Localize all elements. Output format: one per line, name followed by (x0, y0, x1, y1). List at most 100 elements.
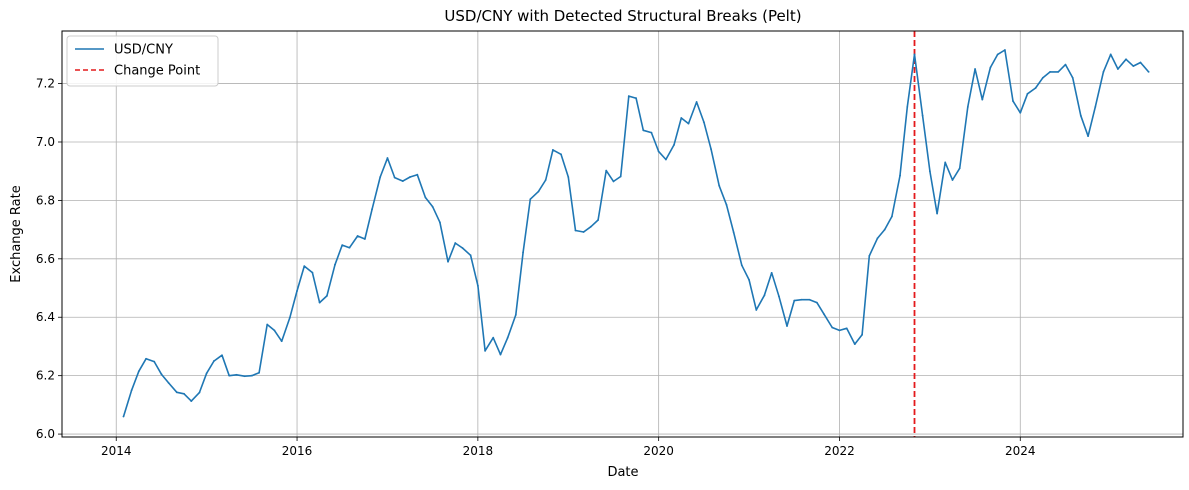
y-tick-label: 6.4 (36, 310, 55, 324)
series-point (258, 371, 260, 374)
usd-cny-series-line (122, 49, 1150, 417)
series-point (605, 169, 608, 172)
series-point (431, 205, 434, 208)
series-point (454, 242, 457, 244)
series-point (936, 212, 939, 215)
x-tick-label: 2020 (643, 444, 674, 458)
series-point (619, 175, 622, 178)
series-point (1019, 111, 1022, 114)
series-point (1041, 76, 1044, 79)
series-point (341, 244, 344, 246)
legend-box (66, 35, 219, 87)
series-point (974, 68, 976, 70)
series-point (1057, 70, 1060, 73)
series-point (1094, 106, 1097, 108)
series-point (582, 231, 585, 233)
series-point (1139, 61, 1142, 64)
series-point (853, 343, 856, 346)
series-point (296, 290, 298, 292)
series-point (363, 238, 366, 240)
series-point (1147, 70, 1150, 73)
series-point (928, 170, 931, 173)
series-point (153, 360, 156, 363)
series-point (673, 144, 675, 146)
series-point (356, 235, 359, 237)
series-point (612, 180, 615, 183)
series-point (861, 333, 863, 336)
series-point (597, 219, 599, 221)
series-point (748, 278, 750, 281)
series-point (1132, 65, 1135, 67)
series-point (664, 158, 667, 161)
series-point (221, 354, 223, 357)
series-point (800, 298, 803, 301)
y-axis-title: Exchange Rate (9, 185, 24, 282)
series-point (266, 323, 269, 326)
series-point (876, 237, 879, 240)
legend: USD/CNY Change Point (66, 35, 219, 87)
series-point (424, 196, 427, 199)
series-point (280, 340, 283, 343)
series-point (687, 122, 690, 125)
series-point (808, 298, 811, 301)
series-point (1049, 70, 1052, 73)
series-point (845, 327, 848, 330)
plot-frame (61, 30, 1184, 438)
series-point (815, 301, 818, 304)
series-point (725, 203, 728, 206)
y-tick-label: 6.2 (36, 369, 55, 383)
series-point (551, 148, 554, 151)
series-point (1071, 76, 1074, 79)
series-point (1117, 68, 1119, 70)
series-point (657, 150, 660, 153)
series-point (303, 265, 306, 268)
series-point (461, 247, 464, 249)
series-point (793, 299, 796, 302)
series-points (122, 49, 1150, 418)
series-point (190, 400, 193, 402)
series-point (710, 148, 712, 151)
series-point (401, 180, 404, 183)
x-tick-label: 2018 (463, 444, 494, 458)
x-tick-label: 2024 (1005, 444, 1036, 458)
y-tick-label: 6.8 (36, 193, 55, 207)
series-point (944, 161, 947, 164)
series-point (838, 329, 841, 332)
series-point (160, 373, 163, 376)
series-point (1109, 53, 1112, 56)
series-point (183, 392, 185, 395)
series-point (1125, 58, 1127, 61)
series-point (702, 121, 705, 124)
series-point (476, 284, 479, 287)
series-point (371, 208, 373, 211)
series-point (198, 391, 201, 394)
series-point (1087, 135, 1089, 138)
series-point (175, 391, 178, 394)
series-point (1064, 63, 1067, 66)
series-point (921, 114, 924, 117)
series-point (288, 316, 291, 319)
series-point (438, 221, 441, 224)
series-point (899, 174, 901, 177)
y-tick-label: 7.0 (36, 135, 55, 149)
series-point (635, 97, 637, 100)
series-point (650, 131, 653, 134)
series-point (823, 313, 825, 316)
series-point (883, 228, 886, 231)
series-point (130, 389, 133, 392)
series-point (145, 357, 147, 360)
series-point (529, 198, 532, 201)
series-point (966, 106, 969, 108)
series-point (544, 179, 547, 181)
series-point (891, 215, 893, 218)
series-point (831, 326, 834, 329)
series-point (958, 167, 961, 170)
series-point (325, 295, 328, 297)
series-point (868, 255, 871, 257)
series-point (913, 53, 916, 56)
series-point (740, 264, 743, 267)
series-point (499, 353, 502, 356)
legend-label-change-point: Change Point (114, 64, 200, 79)
series-point (348, 246, 351, 249)
